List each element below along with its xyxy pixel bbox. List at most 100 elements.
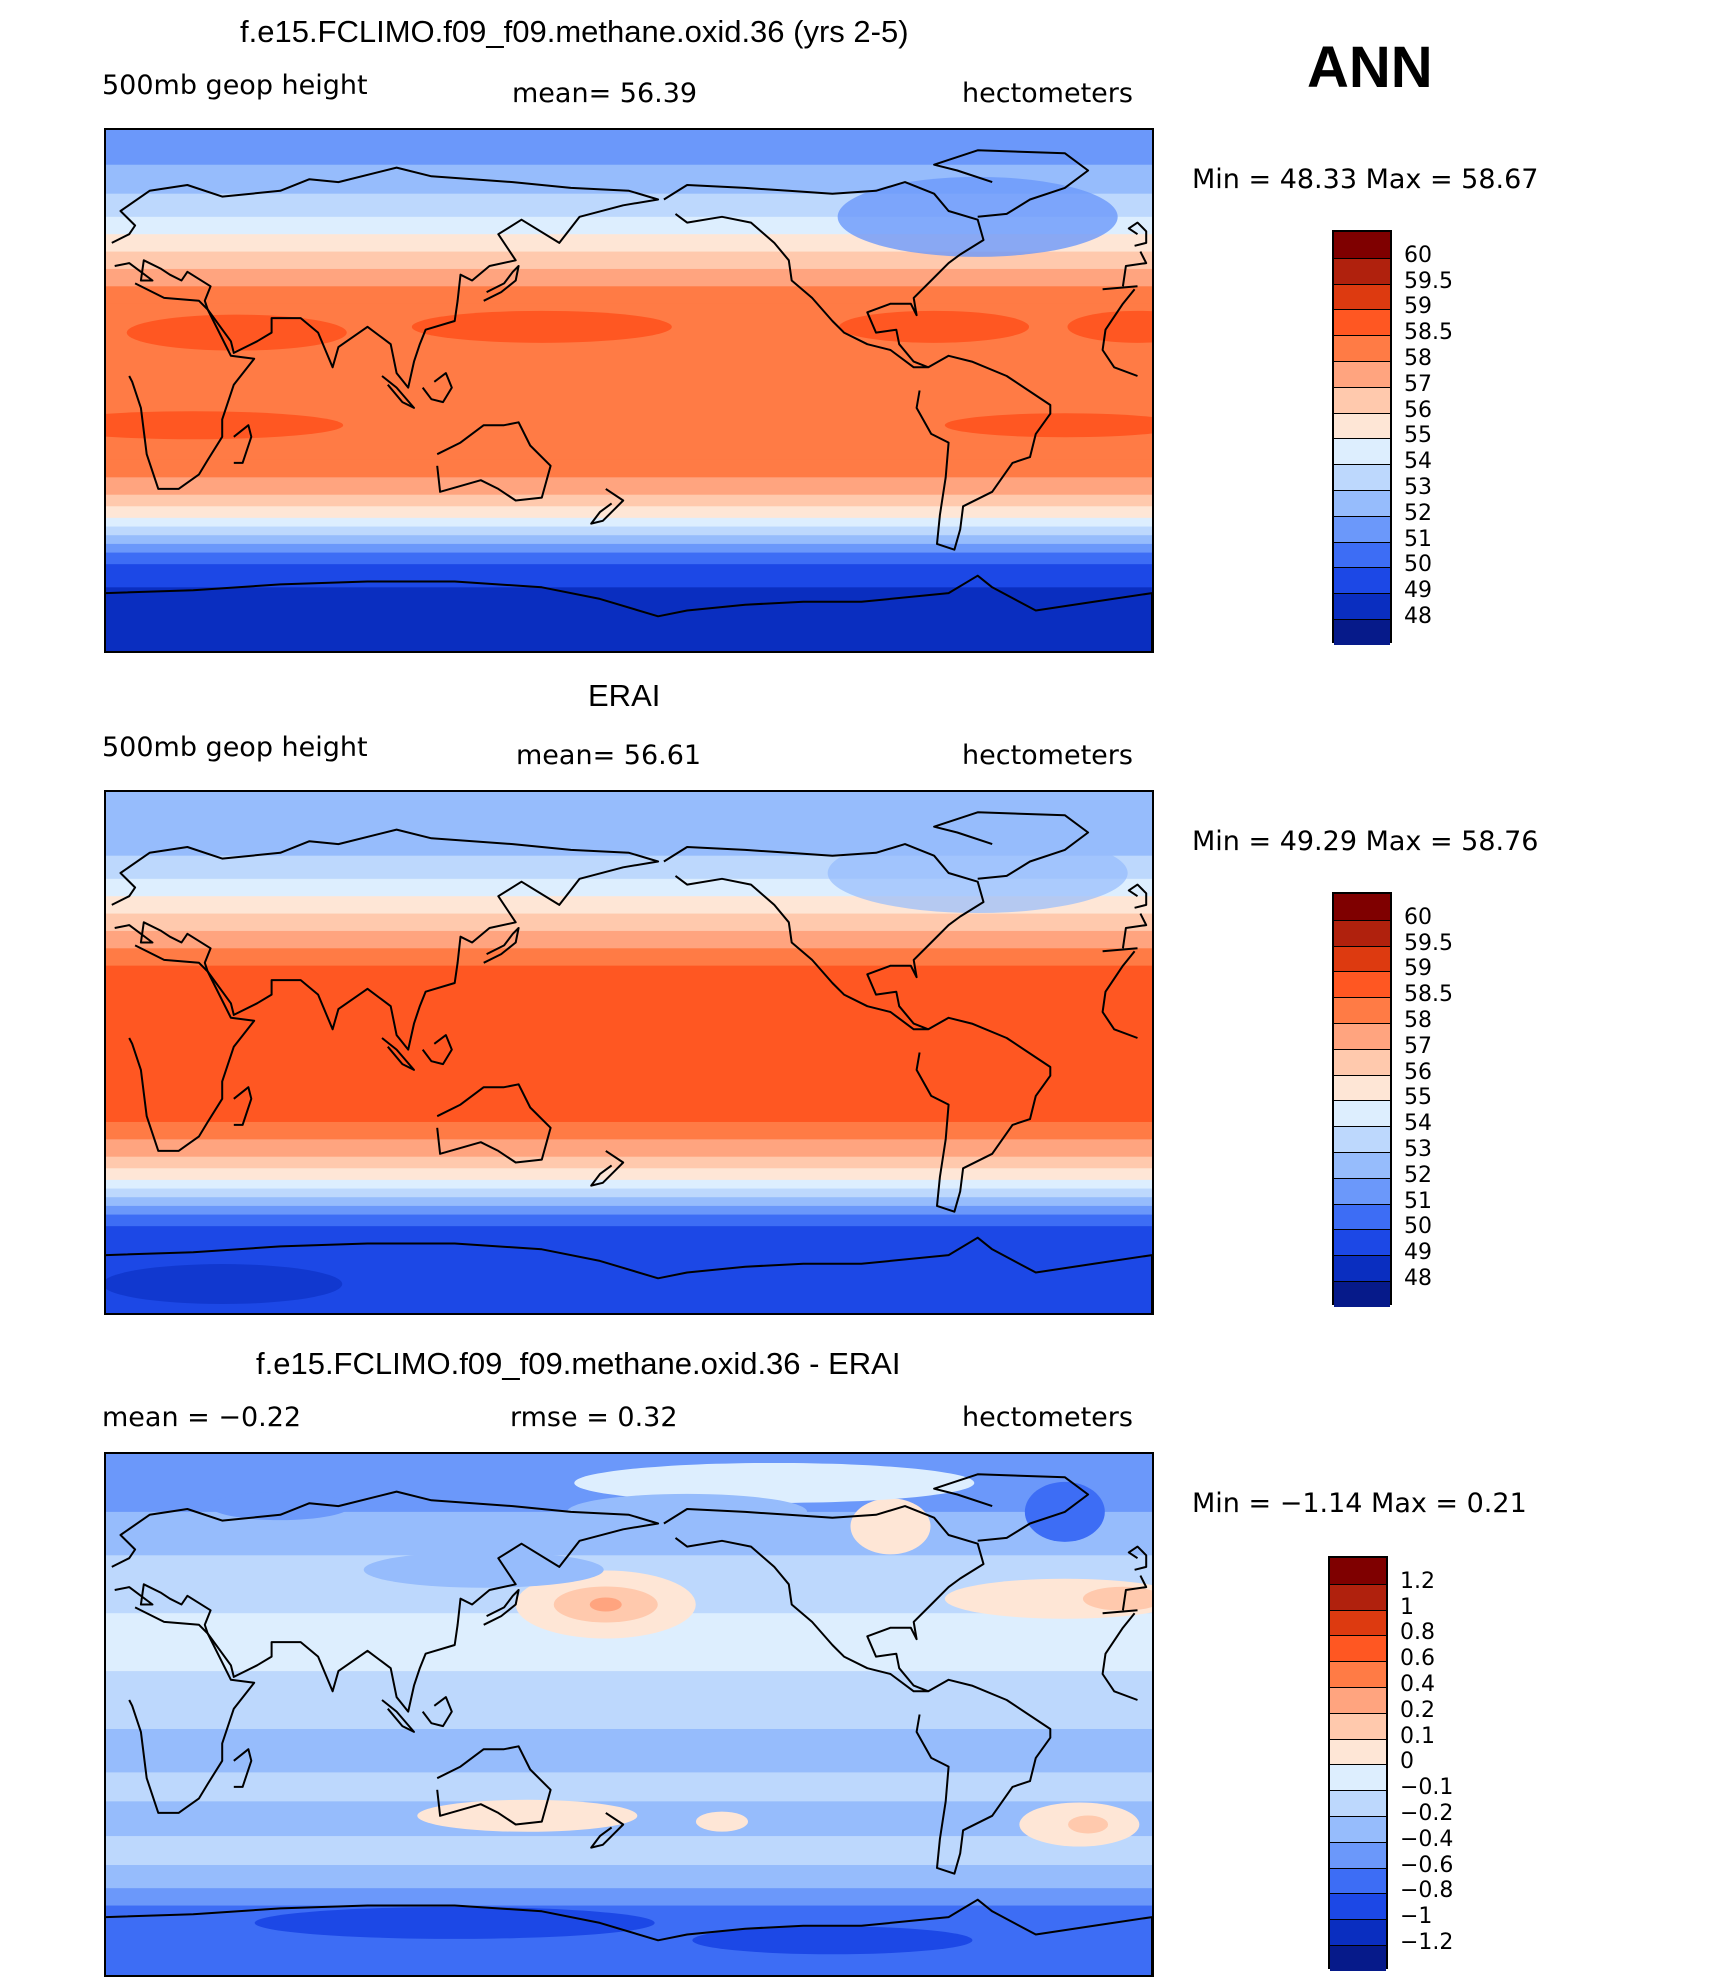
colorbar-segment bbox=[1334, 1255, 1390, 1281]
colorbar-tick-label: 48 bbox=[1404, 1266, 1432, 1291]
colorbar-tick-label: 52 bbox=[1404, 500, 1432, 526]
colorbar-segment bbox=[1334, 335, 1390, 361]
panel2-minmax: Min = 49.29 Max = 58.76 bbox=[1192, 826, 1539, 857]
colorbar-segment bbox=[1330, 1764, 1386, 1791]
colorbar-segment bbox=[1330, 1661, 1386, 1687]
colorbar-segment bbox=[1330, 1738, 1386, 1765]
colorbar-segment bbox=[1330, 1841, 1386, 1868]
colorbar-tick-label: 50 bbox=[1404, 1214, 1432, 1240]
colorbar-segment bbox=[1334, 971, 1390, 998]
colorbar-tick-label: −0.6 bbox=[1400, 1852, 1454, 1878]
colorbar-tick-label: 57 bbox=[1404, 371, 1432, 397]
colorbar-segment bbox=[1330, 1867, 1386, 1894]
colorbar-tick-label: 49 bbox=[1404, 1240, 1432, 1266]
colorbar-segment bbox=[1334, 997, 1390, 1023]
colorbar-tick-label: 55 bbox=[1404, 423, 1432, 449]
colorbar-segment bbox=[1334, 257, 1390, 284]
colorbar-segment bbox=[1334, 1229, 1390, 1256]
contour-map-svg bbox=[106, 792, 1152, 1313]
colorbar-tick-label: 58 bbox=[1404, 1008, 1432, 1033]
colorbar-box bbox=[1328, 1556, 1388, 1971]
colorbar-tick-label: 51 bbox=[1404, 1188, 1432, 1214]
colorbar-tick-label: 59 bbox=[1404, 294, 1432, 320]
colorbar-tick-label: 0.2 bbox=[1400, 1697, 1435, 1723]
colorbar-segment bbox=[1334, 515, 1390, 542]
colorbar-segment bbox=[1334, 490, 1390, 516]
colorbar-tick-label: 56 bbox=[1404, 397, 1432, 423]
panel1-units-label: hectometers bbox=[962, 78, 1133, 109]
colorbar-segment bbox=[1330, 1790, 1386, 1816]
colorbar-segment bbox=[1334, 541, 1390, 568]
colorbar-segment bbox=[1334, 1023, 1390, 1049]
colorbar-tick-label: 0 bbox=[1400, 1749, 1414, 1775]
colorbar-segment bbox=[1330, 1687, 1386, 1713]
colorbar-segment bbox=[1334, 919, 1390, 946]
colorbar-tick-label: 48 bbox=[1404, 604, 1432, 629]
colorbar-segment bbox=[1334, 283, 1390, 310]
colorbar-tick-label: 53 bbox=[1404, 475, 1432, 500]
colorbar-segment bbox=[1330, 1558, 1386, 1584]
colorbar-tick-label: 52 bbox=[1404, 1162, 1432, 1188]
colorbar-segment bbox=[1334, 361, 1390, 387]
colorbar-segment bbox=[1330, 1816, 1386, 1842]
panel2-title: ERAI bbox=[588, 678, 661, 713]
colorbar-tick-label: 51 bbox=[1404, 526, 1432, 552]
colorbar-tick-label: 59.5 bbox=[1404, 268, 1453, 294]
colorbar-segment bbox=[1334, 567, 1390, 594]
colorbar-segment bbox=[1330, 1609, 1386, 1636]
colorbar-tick-label: 1.2 bbox=[1400, 1568, 1435, 1594]
panel3-units-label: hectometers bbox=[962, 1402, 1133, 1433]
colorbar-tick-label: 60 bbox=[1404, 904, 1432, 930]
season-label: ANN bbox=[1307, 35, 1433, 100]
colorbar-segment bbox=[1334, 1203, 1390, 1230]
panel2-mean-label: mean= 56.61 bbox=[516, 740, 702, 771]
panel3-mean-label: mean = −0.22 bbox=[102, 1402, 302, 1433]
colorbar-tick-label: −0.8 bbox=[1400, 1878, 1454, 1904]
colorbar-box bbox=[1332, 892, 1392, 1307]
panel1-title: f.e15.FCLIMO.f09_f09.methane.oxid.36 (yr… bbox=[240, 14, 909, 49]
colorbar-tick-label: 49 bbox=[1404, 578, 1432, 604]
colorbar-segment bbox=[1334, 1281, 1390, 1307]
colorbar-tick-label: 1 bbox=[1400, 1594, 1414, 1620]
colorbar-tick-label: 0.8 bbox=[1400, 1620, 1435, 1646]
colorbar-tick-label: 58 bbox=[1404, 346, 1432, 371]
colorbar-box bbox=[1332, 230, 1392, 645]
colorbar-tick-label: 59.5 bbox=[1404, 930, 1453, 956]
colorbar-tick-label: 0.4 bbox=[1400, 1672, 1435, 1697]
colorbar-segment bbox=[1334, 438, 1390, 465]
colorbar-tick-label: −0.2 bbox=[1400, 1801, 1454, 1826]
colorbar-tick-label: 50 bbox=[1404, 552, 1432, 578]
colorbar-segment bbox=[1330, 1635, 1386, 1662]
colorbar-segment bbox=[1334, 386, 1390, 413]
colorbar-segment bbox=[1334, 894, 1390, 920]
colorbar-segment bbox=[1334, 309, 1390, 336]
panel1-map bbox=[104, 128, 1154, 653]
colorbar-segment bbox=[1334, 945, 1390, 972]
colorbar-tick-label: −0.4 bbox=[1400, 1826, 1454, 1852]
colorbar-segment bbox=[1330, 1893, 1386, 1920]
colorbar-tick-label: 56 bbox=[1404, 1059, 1432, 1085]
colorbar-tick-label: 60 bbox=[1404, 242, 1432, 268]
colorbar-segment bbox=[1334, 1048, 1390, 1075]
colorbar-segment bbox=[1334, 619, 1390, 645]
colorbar-tick-label: 0.1 bbox=[1400, 1723, 1435, 1749]
colorbar-segment bbox=[1330, 1583, 1386, 1610]
colorbar-segment bbox=[1330, 1919, 1386, 1945]
contour-map-svg bbox=[106, 130, 1152, 651]
colorbar-tick-label: 54 bbox=[1404, 449, 1432, 475]
panel1-minmax: Min = 48.33 Max = 58.67 bbox=[1192, 164, 1539, 195]
colorbar-segment bbox=[1334, 464, 1390, 490]
colorbar-tick-label: 58.5 bbox=[1404, 982, 1453, 1008]
panel3-title: f.e15.FCLIMO.f09_f09.methane.oxid.36 - E… bbox=[256, 1346, 901, 1381]
panel3-map bbox=[104, 1452, 1154, 1977]
colorbar-segment bbox=[1334, 1126, 1390, 1152]
colorbar-tick-label: −0.1 bbox=[1400, 1775, 1454, 1801]
panel2-units-label: hectometers bbox=[962, 740, 1133, 771]
colorbar-tick-label: 55 bbox=[1404, 1085, 1432, 1111]
colorbar-segment bbox=[1334, 1100, 1390, 1127]
panel2-variable-label: 500mb geop height bbox=[102, 732, 368, 763]
contour-map-svg bbox=[106, 1454, 1152, 1975]
colorbar-segment bbox=[1334, 1177, 1390, 1204]
colorbar-segment bbox=[1330, 1945, 1386, 1971]
colorbar-tick-label: 59 bbox=[1404, 956, 1432, 982]
